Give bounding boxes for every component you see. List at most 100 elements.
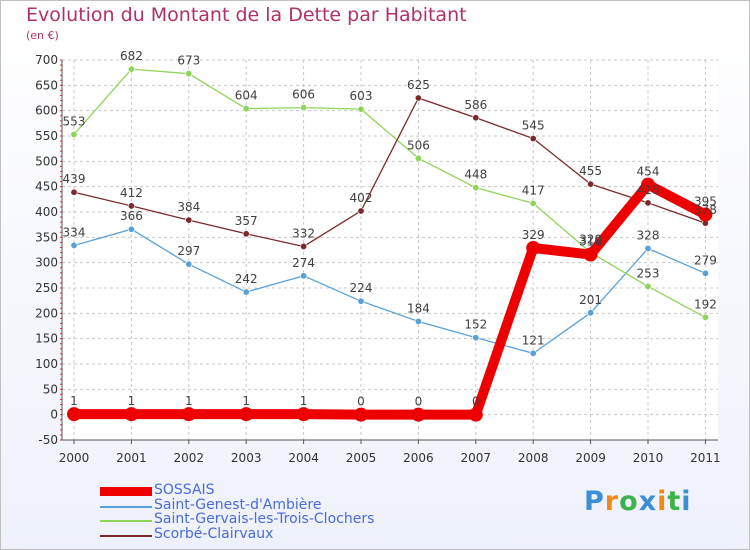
brand-letter: i <box>681 486 692 517</box>
data-point <box>185 260 193 268</box>
data-label: 192 <box>694 297 717 311</box>
data-point <box>472 334 480 342</box>
legend-item: Saint-Genest-d'Ambière <box>100 496 420 514</box>
legend-label: Saint-Genest-d'Ambière <box>154 496 322 513</box>
data-point <box>587 309 595 317</box>
data-point <box>242 230 250 238</box>
data-label: 184 <box>407 301 430 315</box>
legend-item: Scorbé-Clairvaux <box>100 525 420 543</box>
y-tick-label: 350 <box>35 230 58 244</box>
data-point <box>70 241 78 249</box>
data-point <box>701 313 709 321</box>
legend-label: Saint-Gervais-les-Trois-Clochers <box>154 511 375 527</box>
data-label: 395 <box>694 195 717 209</box>
data-label: 454 <box>637 165 660 179</box>
x-tick-label: 2006 <box>403 451 434 465</box>
y-tick-label: 0 <box>50 408 58 422</box>
data-label: 1 <box>185 394 193 408</box>
data-label: 506 <box>407 138 430 152</box>
data-label: 332 <box>292 226 315 240</box>
data-point <box>411 407 426 422</box>
series-line-saint-gervais-les-trois-clochers <box>73 68 707 319</box>
data-label: 121 <box>522 333 545 347</box>
data-point <box>127 225 135 233</box>
data-point <box>70 188 78 196</box>
y-tick-label: 150 <box>35 332 58 346</box>
data-point <box>127 65 135 73</box>
legend-item: Saint-Gervais-les-Trois-Clochers <box>100 511 420 528</box>
brand-letter: x <box>638 486 658 517</box>
data-label: 366 <box>120 209 143 223</box>
y-tick-label: 100 <box>35 357 58 371</box>
y-tick-label: 300 <box>35 256 58 270</box>
x-tick-label: 2011 <box>690 451 721 465</box>
data-point <box>698 207 713 222</box>
axis-layer: -500501001502002503003504004505005506006… <box>35 53 721 465</box>
data-point <box>300 104 308 112</box>
data-point <box>529 199 537 207</box>
series-line-sossais <box>69 179 711 420</box>
data-point <box>529 135 537 143</box>
y-tick-label: 450 <box>35 180 58 194</box>
y-tick-label: -50 <box>38 433 58 447</box>
chart-subtitle: (en €) <box>26 29 59 42</box>
data-label: 253 <box>637 266 660 280</box>
data-point <box>529 349 537 357</box>
data-point <box>583 247 598 262</box>
legend-item: SOSSAIS <box>100 482 420 499</box>
legend-swatch <box>100 505 152 508</box>
data-point <box>641 177 655 192</box>
data-point <box>644 282 652 290</box>
chart-title: Evolution du Montant de la Dette par Hab… <box>26 4 467 26</box>
label-layer: 334 366 297 242 274 224 184 152 121 201 328 279 553 6… <box>63 49 717 409</box>
x-tick-label: 2004 <box>288 451 319 465</box>
data-label: 384 <box>177 200 200 214</box>
data-point <box>67 407 81 422</box>
data-point <box>357 207 365 215</box>
brand-letter: P <box>584 486 605 517</box>
grid-layer <box>62 59 718 441</box>
data-label: 682 <box>120 49 143 63</box>
data-label: 378 <box>694 203 717 217</box>
legend-label: Scorbé-Clairvaux <box>154 525 274 542</box>
data-label: 1 <box>242 394 250 408</box>
data-label: 604 <box>235 89 258 103</box>
data-label: 418 <box>637 183 660 197</box>
data-label: 329 <box>522 228 545 242</box>
legend-swatch <box>100 534 152 537</box>
series-line-saint-genest-d-ambi-re <box>73 228 707 355</box>
data-label: 0 <box>472 395 480 409</box>
data-point <box>239 407 254 422</box>
data-label: 357 <box>235 214 258 228</box>
x-tick-label: 2001 <box>116 451 147 465</box>
y-tick-label: 250 <box>35 281 58 295</box>
data-label: 625 <box>407 78 430 92</box>
data-point <box>526 240 541 255</box>
data-label: 224 <box>350 281 373 295</box>
data-point <box>357 297 365 305</box>
data-label: 417 <box>522 183 545 197</box>
data-label: 320 <box>579 233 602 247</box>
data-label: 603 <box>350 89 373 103</box>
legend-swatch <box>100 520 152 522</box>
y-tick-label: 550 <box>35 129 58 143</box>
data-label: 439 <box>63 172 86 186</box>
data-point <box>414 94 422 102</box>
data-label: 274 <box>292 256 315 270</box>
data-label: 553 <box>63 114 86 128</box>
brand-letter: r <box>604 486 620 517</box>
data-label: 0 <box>415 395 423 409</box>
data-label: 545 <box>522 119 545 133</box>
legend-swatch <box>100 487 152 496</box>
y-tick-label: 50 <box>43 382 58 396</box>
data-label: 152 <box>464 318 487 332</box>
data-label: 1 <box>70 394 78 408</box>
data-point <box>472 184 480 192</box>
x-tick-label: 2009 <box>575 451 606 465</box>
y-tick-label: 500 <box>35 154 58 168</box>
data-point <box>296 407 311 422</box>
y-tick-label: 400 <box>35 205 58 219</box>
data-point <box>300 242 308 250</box>
data-label: 412 <box>120 186 143 200</box>
